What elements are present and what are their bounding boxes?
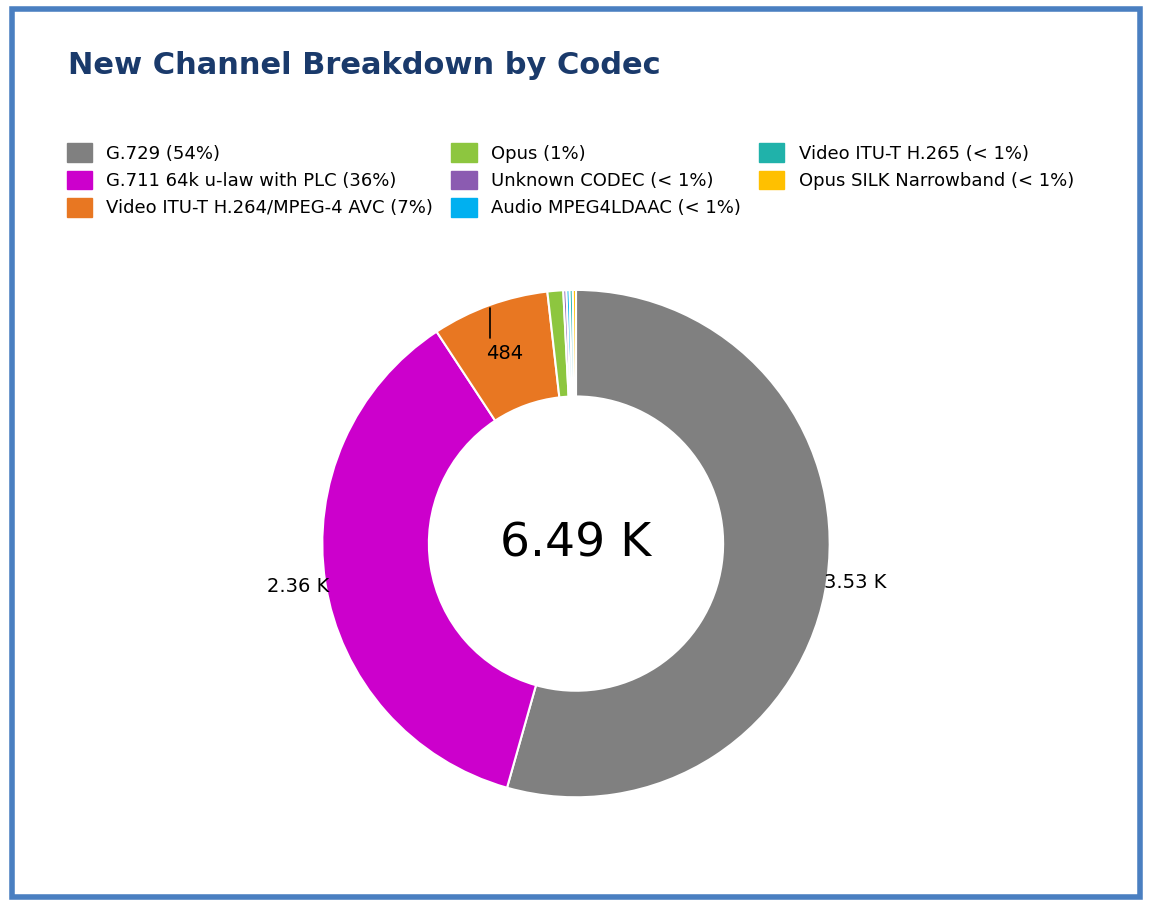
Wedge shape bbox=[547, 290, 569, 398]
Text: 6.49 K: 6.49 K bbox=[500, 521, 652, 566]
Text: 3.53 K: 3.53 K bbox=[824, 573, 886, 592]
Wedge shape bbox=[563, 290, 570, 397]
Wedge shape bbox=[323, 332, 536, 787]
Text: New Channel Breakdown by Codec: New Channel Breakdown by Codec bbox=[68, 51, 660, 80]
Wedge shape bbox=[437, 292, 560, 420]
Wedge shape bbox=[567, 290, 573, 397]
Text: 2.36 K: 2.36 K bbox=[266, 577, 328, 596]
Text: 484: 484 bbox=[486, 308, 523, 362]
Legend: G.729 (54%), G.711 64k u-law with PLC (36%), Video ITU-T H.264/MPEG-4 AVC (7%), : G.729 (54%), G.711 64k u-law with PLC (3… bbox=[67, 143, 1074, 217]
Wedge shape bbox=[507, 290, 829, 797]
Wedge shape bbox=[569, 290, 574, 397]
Wedge shape bbox=[573, 290, 576, 397]
